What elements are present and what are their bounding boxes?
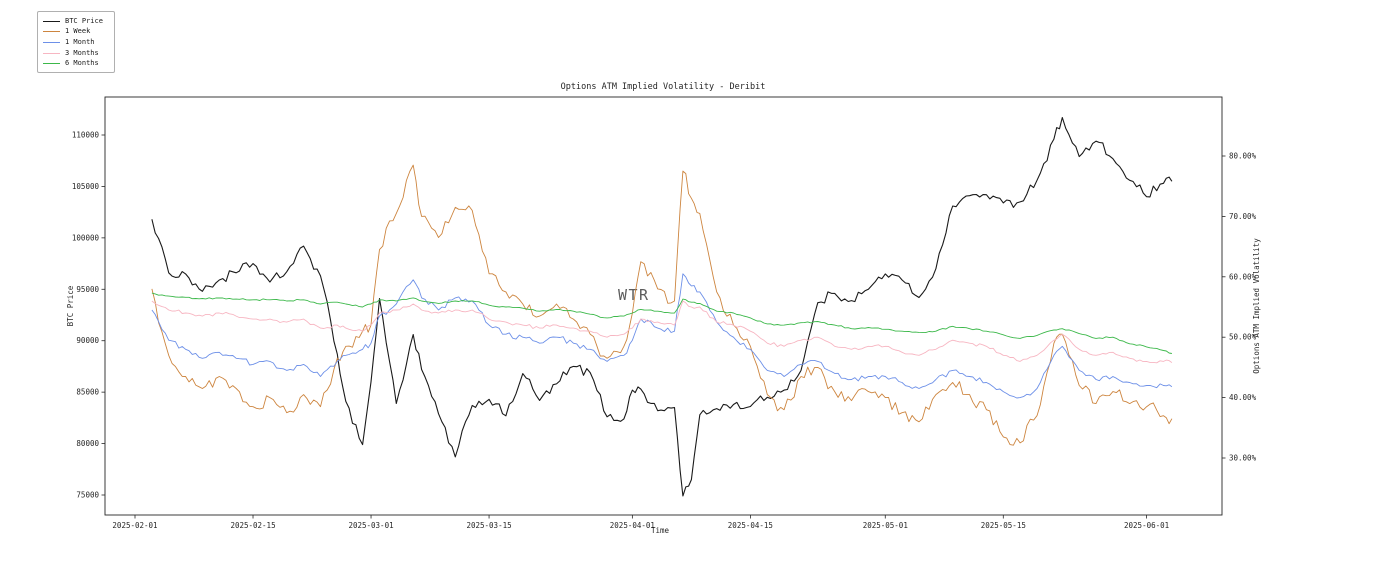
legend-item-1-week: 1 Week xyxy=(43,27,109,38)
series-3-months-line xyxy=(151,300,1173,364)
y-left-tick-label: 100000 xyxy=(72,233,100,242)
series-1-month-line xyxy=(151,273,1173,399)
y-left-tick-label: 110000 xyxy=(72,131,100,140)
x-axis-label: Time xyxy=(651,526,670,535)
legend-label: 1 Month xyxy=(65,37,95,46)
legend-line-swatch xyxy=(43,41,60,43)
y-right-tick-label: 70.00% xyxy=(1229,212,1257,221)
x-tick-label: 2025-06-01 xyxy=(1124,521,1169,530)
y-left-tick-label: 85000 xyxy=(76,388,99,397)
plot-area: 110000 105000 100000 95000 90000 85000 80000 75… xyxy=(72,96,1257,530)
y-left-tick-label: 75000 xyxy=(76,490,99,499)
legend-label: 1 Week xyxy=(65,27,91,36)
y-right-tick-label: 40.00% xyxy=(1229,393,1257,402)
legend-label: 6 Months xyxy=(65,59,99,68)
x-tick-label: 2025-04-15 xyxy=(728,521,773,530)
legend: BTC Price 1 Week 1 Month 3 Months 6 Months xyxy=(37,11,115,73)
x-tick-label: 2025-03-01 xyxy=(348,521,393,530)
watermark: WTR xyxy=(618,286,650,304)
y-right-tick-label: 80.00% xyxy=(1229,152,1257,161)
y-right-tick-label: 50.00% xyxy=(1229,333,1257,342)
legend-item-3-months: 3 Months xyxy=(43,48,109,59)
y-right-tick-label: 30.00% xyxy=(1229,454,1257,463)
y-axis-left-label: BTC Price xyxy=(66,285,75,326)
legend-line-swatch xyxy=(43,63,60,65)
series-lines xyxy=(151,116,1173,497)
x-tick-label: 2025-04-01 xyxy=(610,521,655,530)
y-left-tick-label: 95000 xyxy=(76,285,99,294)
series-6-months-line xyxy=(151,292,1172,354)
x-tick-label: 2025-02-01 xyxy=(112,521,157,530)
x-tick-label: 2025-03-15 xyxy=(466,521,511,530)
y-left-tick-label: 80000 xyxy=(76,439,99,448)
x-tick-label: 2025-02-15 xyxy=(230,521,275,530)
y-left-tick-label: 90000 xyxy=(76,336,99,345)
y-right-tick-label: 60.00% xyxy=(1229,272,1257,281)
plot-border xyxy=(104,96,1223,516)
x-tick-label: 2025-05-01 xyxy=(863,521,908,530)
series-1-week-line xyxy=(151,164,1173,446)
series-btc-price-line xyxy=(151,116,1173,497)
y-axis-right-label: Options ATM Implied Volatility xyxy=(1252,238,1261,374)
legend-label: BTC Price xyxy=(65,16,103,25)
legend-line-swatch xyxy=(43,31,60,33)
legend-line-swatch xyxy=(43,52,60,54)
y-left-tick-label: 105000 xyxy=(72,182,100,191)
legend-item-1-month: 1 Month xyxy=(43,37,109,48)
legend-item-btc-price: BTC Price xyxy=(43,16,109,27)
legend-label: 3 Months xyxy=(65,48,99,57)
x-tick-label: 2025-05-15 xyxy=(981,521,1026,530)
chart-title: Options ATM Implied Volatility - Deribit xyxy=(561,82,766,92)
legend-item-6-months: 6 Months xyxy=(43,58,109,69)
legend-line-swatch xyxy=(43,20,60,22)
